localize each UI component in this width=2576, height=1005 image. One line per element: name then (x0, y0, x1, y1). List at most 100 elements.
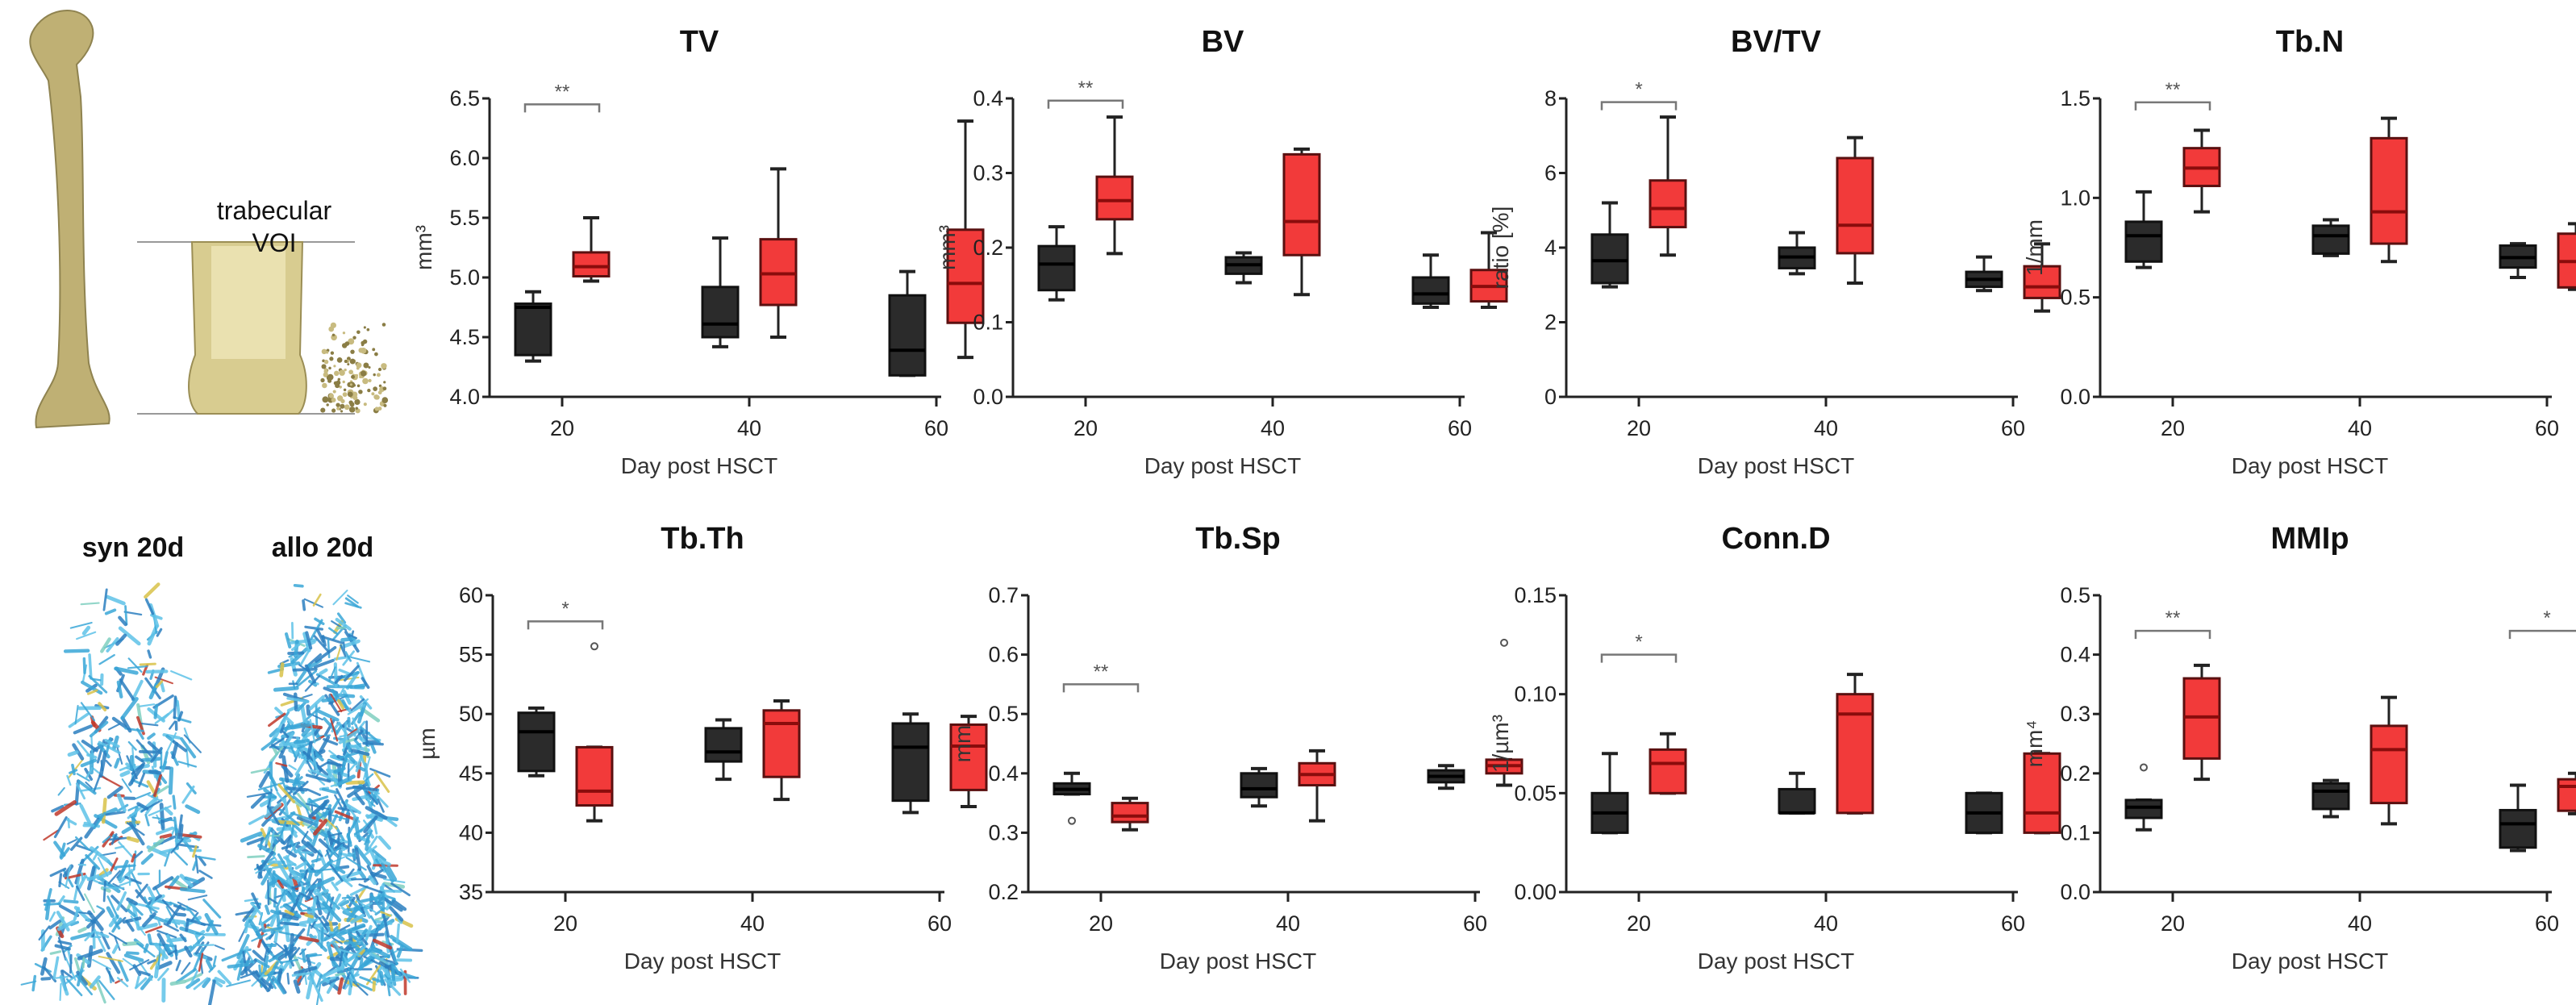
trabecula-strand (291, 971, 312, 977)
trabecula-strand (74, 704, 79, 725)
trabecula-strand (353, 792, 365, 806)
syn-box-day-60 (2499, 242, 2537, 279)
trabecula-strand (304, 664, 316, 684)
trabecula-strand (96, 905, 105, 911)
trabecula-speck (335, 383, 340, 389)
trabecula-strand (306, 972, 315, 1000)
trabecula-strand (357, 781, 372, 800)
trabecula-strand (195, 932, 206, 936)
x-tick-label: 20 (1627, 416, 1651, 440)
trabecula-strand (321, 915, 330, 926)
trabecula-strand (313, 819, 328, 836)
trabecula-strand (85, 781, 93, 790)
trabecula-strand (372, 849, 387, 862)
trabecula-strand (346, 742, 352, 753)
syn-box-day-20 (2124, 763, 2163, 832)
trabecula-speck (325, 351, 329, 354)
iqr-box (1411, 276, 1450, 305)
trabecula-strand (217, 970, 232, 986)
trabecula-speck (354, 398, 361, 406)
trabecula-strand (289, 894, 302, 915)
trabecula-strand (315, 703, 319, 728)
chart-tb-th: Tb.Th 35 40 45 50 55 60 20 40 60 Day post HSCT µm * (415, 522, 988, 974)
trabecula-strand (293, 739, 311, 744)
trabecula-strand (246, 791, 272, 799)
trabecula-strand (77, 779, 97, 795)
trabecula-strand (136, 802, 149, 811)
trabecula-strand (173, 816, 178, 836)
y-axis-label: mm⁴ (2022, 720, 2047, 768)
trabecula-strand (277, 783, 296, 803)
trabecula-strand (289, 947, 301, 961)
trabecula-strand (135, 791, 152, 800)
y-tick-label: 60 (459, 583, 483, 607)
trabecula-strand (261, 737, 277, 751)
trabecula-strand (346, 816, 360, 837)
significance-bracket (2134, 629, 2211, 640)
voi-label-line1: trabecular (217, 196, 332, 225)
trabecula-strand (303, 869, 309, 880)
trabecula-strand (68, 712, 90, 728)
y-tick-label: 0.00 (1514, 880, 1557, 904)
trabecula-strand (275, 906, 281, 932)
trabecula-strand (97, 742, 110, 759)
syn-box-day-60 (1965, 791, 2003, 835)
trabecula-strand (152, 774, 162, 799)
trabecula-strand (341, 896, 353, 899)
trabecula-strand (340, 636, 356, 642)
trabecula-strand (153, 703, 159, 719)
trabecula-strand (240, 970, 258, 979)
trabecula-strand (53, 816, 68, 839)
trabecula-strand (267, 897, 278, 904)
trabecula-strand (140, 853, 154, 865)
iqr-box (1037, 244, 1076, 292)
y-tick-label: 0.2 (973, 236, 1003, 260)
trabecula-strand (76, 885, 85, 901)
trabecula-strand (330, 718, 339, 742)
trabecula-strand (336, 644, 343, 661)
trabecula-strand (98, 774, 122, 788)
x-tick-label: 60 (2001, 911, 2025, 936)
trabecula-strand (321, 787, 339, 794)
trabecula-strand (331, 881, 339, 891)
trabecula-speck (351, 374, 355, 379)
trabecula-strand (80, 602, 100, 606)
iqr-box (2311, 224, 2350, 255)
y-tick-label: 45 (459, 761, 483, 786)
trabecula-strand (261, 926, 283, 933)
trabecula-strand (331, 689, 339, 698)
y-tick-label: 0.10 (1514, 682, 1557, 707)
trabecula-strand (82, 657, 86, 674)
trabecula-speck (381, 323, 386, 327)
trabecula-strand (363, 756, 371, 780)
trabecula-strand (326, 939, 336, 947)
trabecula-strand (281, 914, 299, 921)
trabecula-strand (98, 740, 121, 754)
trabecula-strand (286, 972, 290, 985)
chart-bv: BV 0.0 0.1 0.2 0.3 0.4 20 40 60 Day post HSCT mm³ *… (935, 25, 1508, 478)
trabecula-strand (312, 593, 322, 607)
trabecula-strand (278, 917, 292, 933)
trabecula-strand (330, 693, 343, 713)
trabecula-strand (204, 912, 219, 936)
trabecula-strand (192, 947, 204, 972)
y-axis-label: mm³ (411, 225, 436, 270)
x-tick-label: 40 (2348, 911, 2372, 936)
x-tick-label: 40 (737, 416, 761, 440)
trabecula-strand (341, 698, 349, 711)
trabecula-strand (389, 935, 413, 952)
trabecula-strand (301, 949, 306, 963)
iqr-box (888, 294, 927, 377)
trabecula-strand (75, 836, 90, 851)
trabecula-strand (279, 662, 285, 678)
allo-box-day-20 (1111, 796, 1149, 832)
trabecula-strand (185, 804, 201, 815)
trabecula-strand (183, 734, 202, 753)
trabecula-strand (122, 916, 142, 924)
chart-title: TV (680, 25, 719, 59)
significance-bracket (1062, 683, 1140, 693)
trabecula-strand (369, 768, 391, 778)
x-axis-label: Day post HSCT (624, 949, 782, 974)
trabecula-strand (185, 905, 202, 924)
